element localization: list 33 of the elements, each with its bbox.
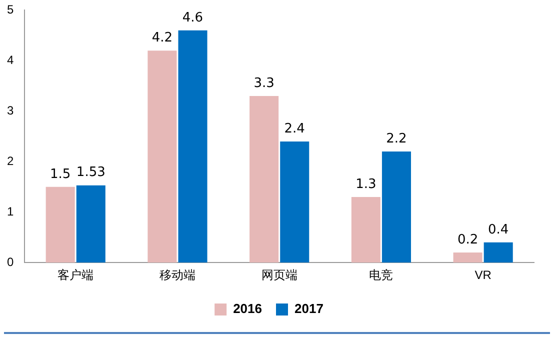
- bar: [351, 196, 380, 263]
- bar: [484, 242, 513, 263]
- x-tick-label: 网页端: [261, 268, 298, 282]
- y-tick-label: 5: [6, 2, 14, 17]
- data-label: 2.2: [386, 131, 407, 146]
- legend-label: 2017: [294, 301, 324, 316]
- x-tick-label: VR: [474, 268, 492, 282]
- data-label: 1.3: [356, 176, 376, 192]
- bar: [148, 50, 177, 263]
- data-label: 0.2: [457, 232, 478, 248]
- y-tick-label: 3: [6, 103, 14, 118]
- data-label: 4.6: [182, 10, 204, 26]
- x-tick-label: 电竞: [369, 268, 394, 282]
- y-tick-label: 0: [6, 254, 14, 269]
- data-label: 1.5: [50, 166, 71, 182]
- y-tick-label: 2: [6, 154, 14, 168]
- bar: [280, 141, 310, 263]
- x-tick-label: 客户端: [58, 268, 94, 282]
- x-tick-label: 移动端: [159, 268, 196, 282]
- bar: [382, 152, 411, 263]
- bar: [46, 186, 75, 263]
- data-label: 0.4: [488, 222, 509, 238]
- data-label: 1.53: [76, 165, 106, 180]
- y-tick-label: 4: [6, 52, 14, 67]
- data-label: 4.2: [152, 30, 173, 46]
- data-label: 2.4: [284, 121, 305, 136]
- data-label: 3.3: [254, 76, 274, 91]
- bar: [453, 252, 482, 263]
- bar: [250, 96, 279, 263]
- legend-label: 2016: [233, 301, 262, 316]
- bar: [76, 185, 106, 263]
- bar: [178, 30, 208, 263]
- y-tick-label: 1: [6, 204, 14, 218]
